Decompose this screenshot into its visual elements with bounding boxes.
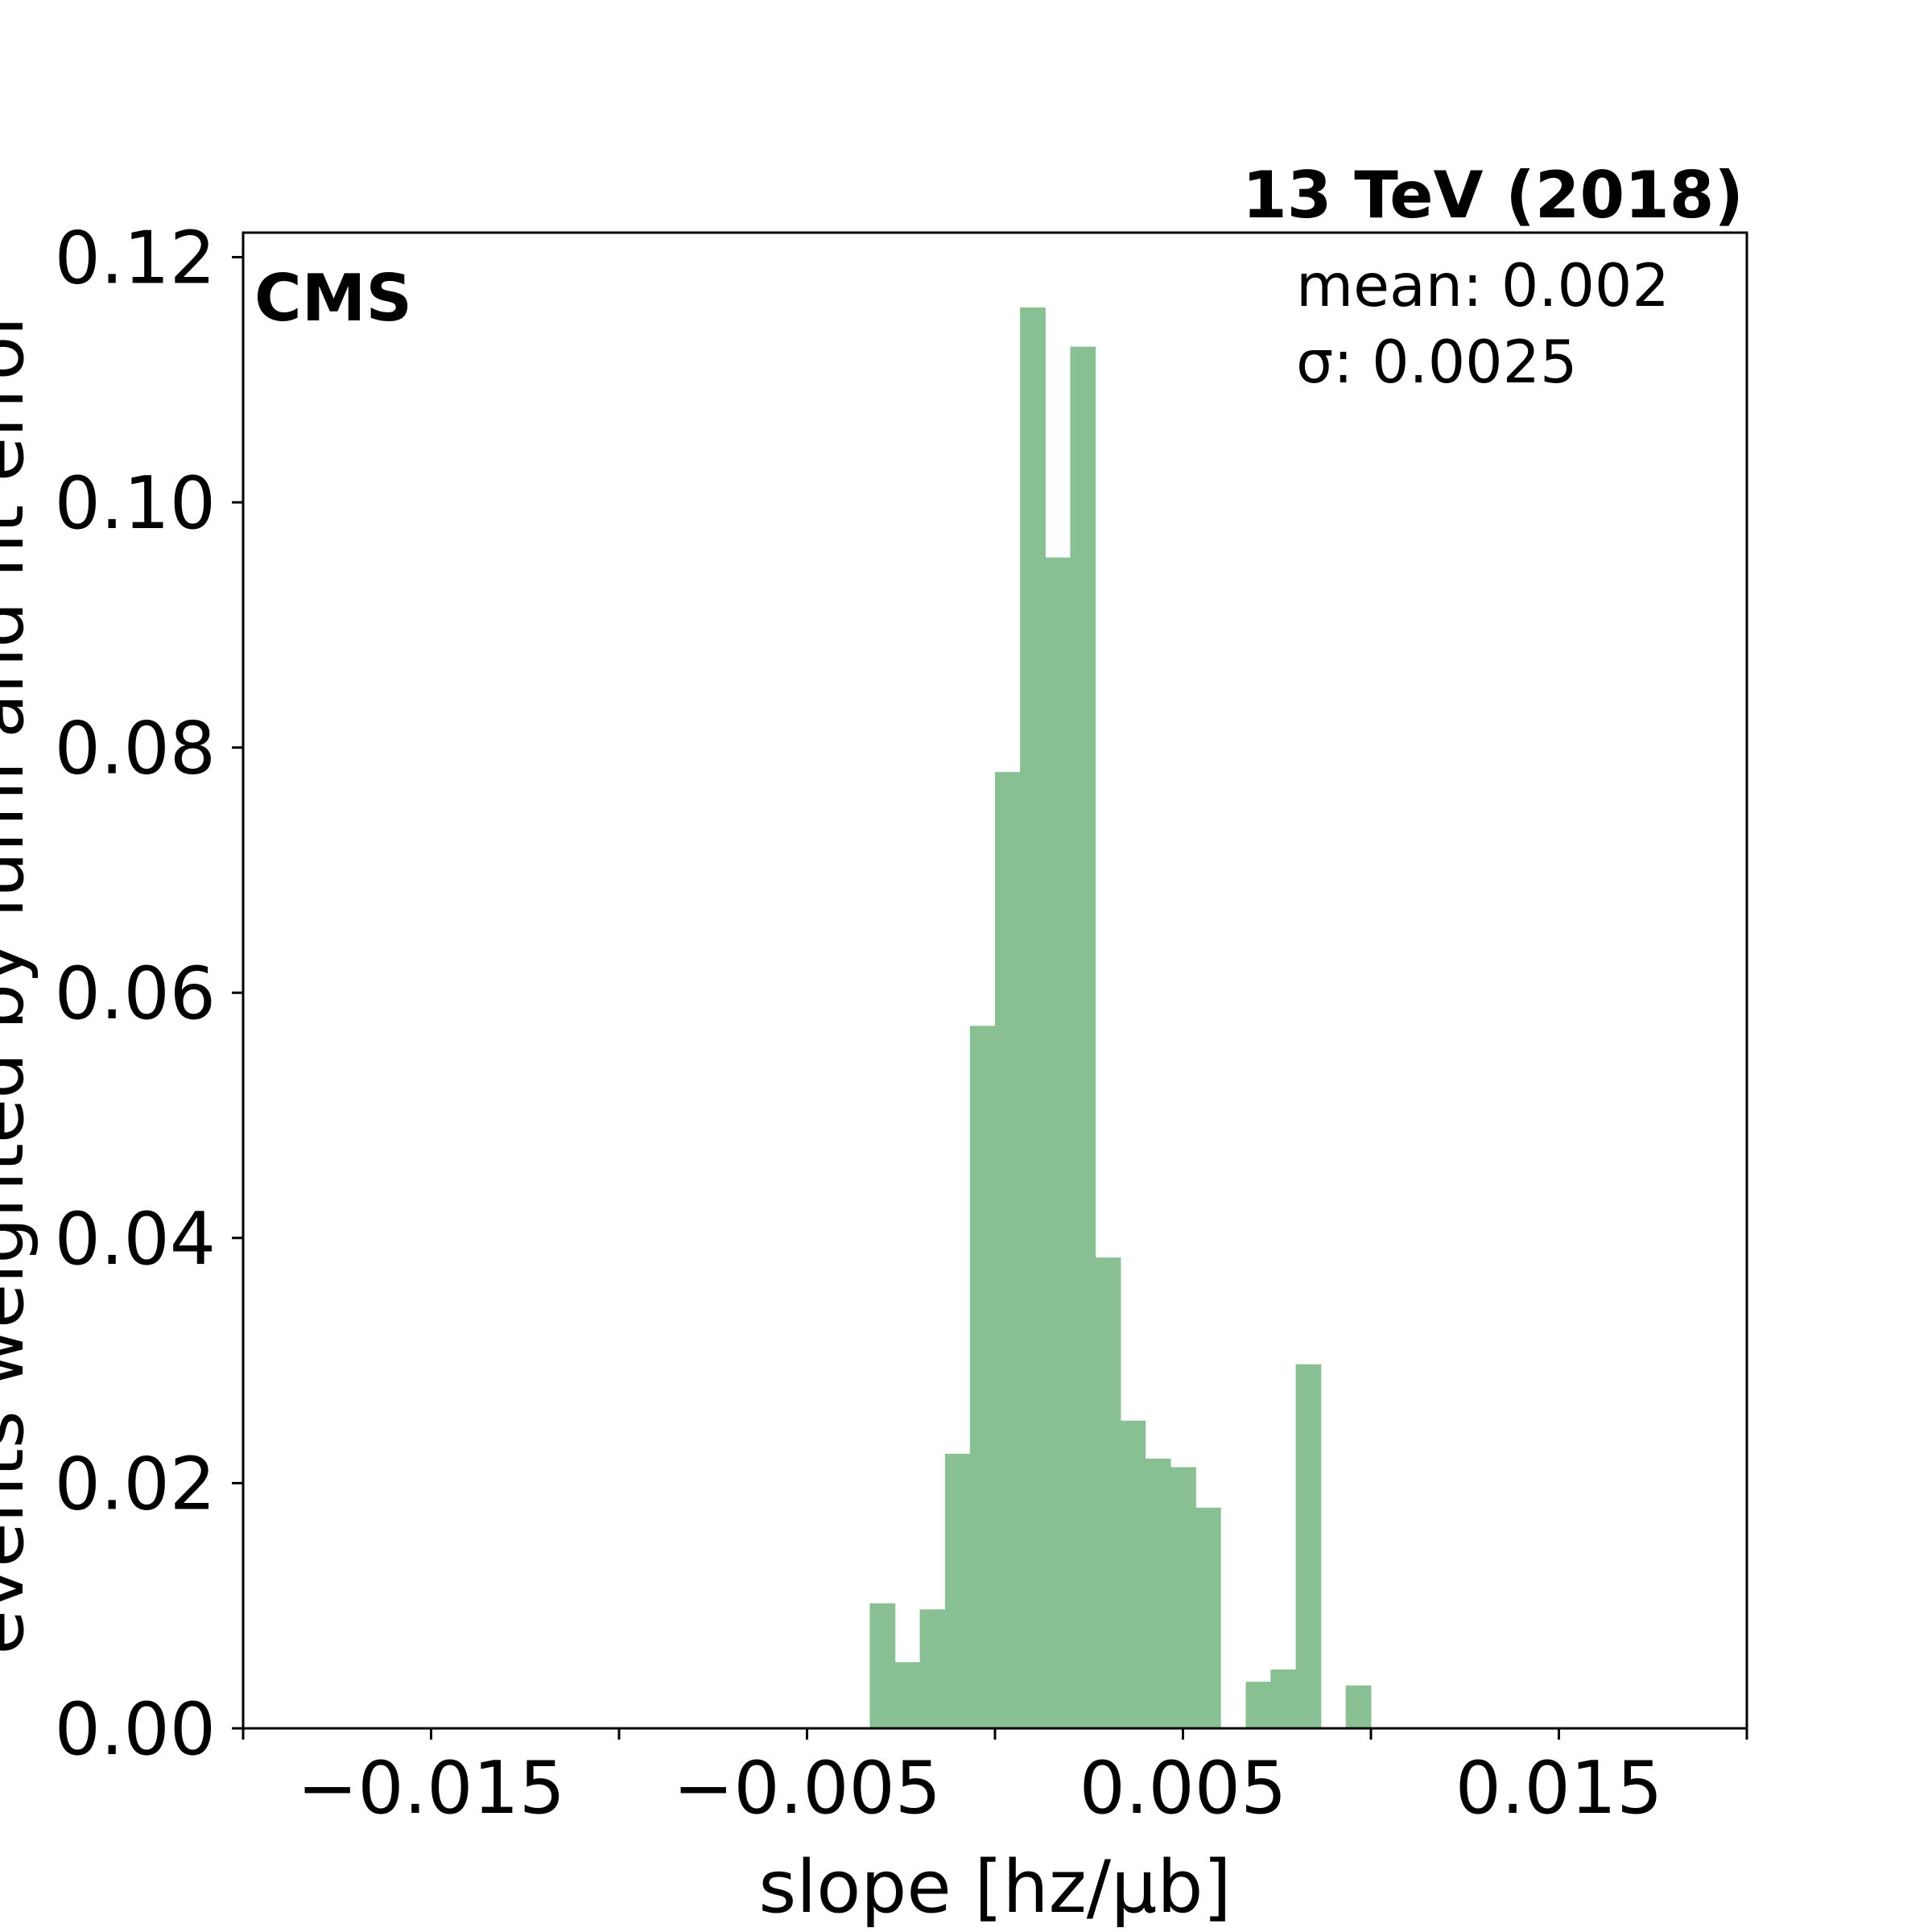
y-tick-label-6: 0.12 — [55, 216, 216, 300]
y-tick-label-2: 0.04 — [55, 1197, 216, 1282]
y-tick-label-5: 0.10 — [55, 461, 216, 546]
histogram-bar-4 — [969, 1026, 996, 1728]
plot-frame — [242, 231, 1748, 1730]
y-tick-label-4: 0.08 — [55, 707, 216, 791]
x-tick-label-3: 0.015 — [1455, 1746, 1663, 1831]
sigma-annotation: σ: 0.0025 — [1296, 328, 1578, 397]
y-axis-ticks: 0.00 0.02 0.04 0.06 0.08 0.10 0.12 — [55, 216, 243, 1772]
mean-annotation: mean: 0.002 — [1296, 252, 1670, 320]
y-axis-label: events weighted by lumi and fit error — [0, 306, 40, 1654]
y-tick-label-0: 0.00 — [55, 1687, 216, 1772]
histogram-bar-19 — [1345, 1685, 1372, 1728]
histogram-bar-7 — [1045, 557, 1071, 1728]
histogram-bar-6 — [1020, 307, 1046, 1728]
histogram-bar-3 — [944, 1453, 971, 1728]
histogram-bar-15 — [1245, 1682, 1272, 1728]
histogram-bar-9 — [1095, 1257, 1121, 1728]
histogram-bar-13 — [1195, 1507, 1221, 1728]
histogram-bar-17 — [1295, 1364, 1322, 1728]
histogram-bar-16 — [1270, 1669, 1297, 1728]
cms-label: CMS — [254, 261, 412, 336]
y-tick-label-1: 0.02 — [55, 1442, 216, 1526]
x-tick-label-2: 0.005 — [1080, 1746, 1287, 1831]
x-axis-label: slope [hz/μb] — [758, 1845, 1231, 1930]
histogram-bar-5 — [995, 772, 1021, 1728]
y-tick-label-3: 0.06 — [55, 952, 216, 1036]
chart-title: 13 TeV (2018) — [1242, 158, 1744, 233]
x-axis-ticks: −0.015 −0.005 0.005 0.015 — [242, 1728, 1748, 1831]
histogram-bar-2 — [919, 1609, 946, 1728]
histogram-bar-11 — [1145, 1458, 1171, 1728]
histogram-bar-12 — [1170, 1467, 1196, 1728]
x-tick-label-0: −0.015 — [297, 1746, 565, 1831]
histogram-bar-10 — [1120, 1420, 1146, 1728]
histogram-bar-0 — [869, 1603, 896, 1728]
histogram-bar-1 — [894, 1662, 921, 1728]
histogram-bars — [869, 307, 1372, 1729]
histogram-bar-8 — [1070, 346, 1096, 1729]
x-tick-label-1: −0.005 — [673, 1746, 941, 1831]
